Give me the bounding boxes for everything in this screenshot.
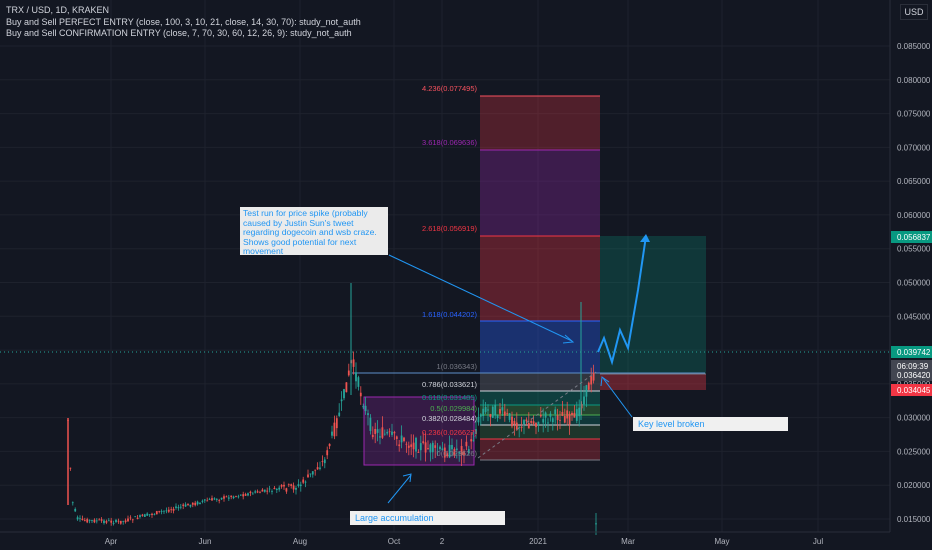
fib-zone-1 bbox=[480, 373, 600, 391]
time-tick-label: 2 bbox=[440, 537, 445, 546]
fib-zone-3618 bbox=[480, 150, 600, 236]
price-tick-label: 0.080000 bbox=[897, 76, 931, 85]
time-tick-label: Aug bbox=[293, 537, 307, 546]
price-tick-label: 0.060000 bbox=[897, 211, 931, 220]
currency-button[interactable]: USD bbox=[900, 4, 928, 20]
axis-price-label: 06:09:39 bbox=[897, 362, 929, 371]
price-tick-label: 0.055000 bbox=[897, 245, 931, 254]
price-tick-label: 0.020000 bbox=[897, 481, 931, 490]
time-tick-label: 2021 bbox=[529, 537, 547, 546]
axis-price-label-bg bbox=[891, 231, 932, 243]
price-tick-label: 0.050000 bbox=[897, 279, 931, 288]
fib-zone-0382 bbox=[480, 425, 600, 439]
time-tick-label: Mar bbox=[621, 537, 635, 546]
fib-zone-4236 bbox=[480, 96, 600, 150]
price-tick-label: 0.030000 bbox=[897, 414, 931, 423]
indicator-perfect-entry[interactable]: Buy and Sell PERFECT ENTRY (close, 100, … bbox=[6, 17, 361, 27]
fib-level-label: 1(0.036343) bbox=[437, 362, 478, 371]
time-axis[interactable]: Apr Jun Aug Oct 2 2021 Mar May Jul bbox=[0, 531, 890, 546]
time-tick-label: Jun bbox=[199, 537, 212, 546]
price-tick-label: 0.085000 bbox=[897, 42, 931, 51]
axis-price-label: 0.056837 bbox=[897, 233, 931, 242]
fib-level-label: 0.382(0.028484) bbox=[422, 414, 478, 423]
symbol-title[interactable]: TRX / USD, 1D, KRAKEN bbox=[6, 5, 110, 15]
note-test-run[interactable]: Test run for price spike (probably cause… bbox=[240, 207, 388, 256]
fib-zone-0236 bbox=[480, 439, 600, 460]
fib-zone-0618 bbox=[480, 405, 600, 415]
note-key-level-broken[interactable]: Key level broken bbox=[633, 417, 788, 431]
fib-level-label: 0.618(0.031485) bbox=[422, 393, 478, 402]
axis-price-label: 0.034045 bbox=[897, 386, 931, 395]
price-tick-label: 0.065000 bbox=[897, 177, 931, 186]
axis-price-label-bg bbox=[891, 346, 932, 358]
fib-extension-zones[interactable] bbox=[480, 95, 600, 461]
fib-trend-line[interactable] bbox=[477, 371, 597, 459]
fib-level-labels: 4.236(0.077495) 3.618(0.069636) 2.618(0.05… bbox=[422, 84, 478, 458]
price-tick-label: 0.070000 bbox=[897, 143, 931, 152]
fib-zone-2618 bbox=[480, 236, 600, 321]
time-tick-label: Oct bbox=[388, 537, 401, 546]
indicator-confirmation-entry[interactable]: Buy and Sell CONFIRMATION ENTRY (close, … bbox=[6, 28, 352, 38]
axis-price-label-bg bbox=[891, 360, 932, 372]
note-large-accumulation[interactable]: Large accumulation bbox=[350, 511, 505, 525]
fib-level-label: 1.618(0.044202) bbox=[422, 310, 478, 319]
price-candles bbox=[67, 283, 597, 536]
fib-zone-1618 bbox=[480, 321, 600, 373]
fib-level-label: 4.236(0.077495) bbox=[422, 84, 478, 93]
axis-price-label-bg bbox=[891, 384, 932, 396]
fib-level-label: 0.786(0.033621) bbox=[422, 380, 478, 389]
fib-level-label: 2.618(0.056919) bbox=[422, 224, 478, 233]
price-tick-label: 0.025000 bbox=[897, 447, 931, 456]
price-axis[interactable]: 0.085000 0.080000 0.075000 0.070000 0.065000… bbox=[889, 0, 931, 532]
fib-level-label: 0.5(0.029984) bbox=[430, 404, 477, 413]
price-tick-label: 0.045000 bbox=[897, 312, 931, 321]
time-tick-label: May bbox=[714, 537, 729, 546]
fib-level-label: 0(0.023626) bbox=[437, 449, 478, 458]
axis-price-label: 0.036420 bbox=[897, 371, 931, 380]
annotation-arrows[interactable] bbox=[387, 254, 633, 504]
projected-path[interactable] bbox=[597, 235, 647, 366]
time-tick-label: Jul bbox=[813, 537, 823, 546]
axis-price-label: 0.039742 bbox=[897, 348, 931, 357]
long-position-tool[interactable] bbox=[600, 236, 706, 390]
fib-zone-0786 bbox=[480, 391, 600, 405]
fib-level-label: 3.618(0.069636) bbox=[422, 138, 478, 147]
projected-arrowhead bbox=[640, 234, 650, 242]
price-tick-label: 0.075000 bbox=[897, 110, 931, 119]
fib-zone-05 bbox=[480, 415, 600, 425]
price-tick-label: 0.015000 bbox=[897, 515, 931, 524]
fib-level-label: 0.236(0.026627) bbox=[422, 428, 478, 437]
time-tick-label: Apr bbox=[105, 537, 118, 546]
